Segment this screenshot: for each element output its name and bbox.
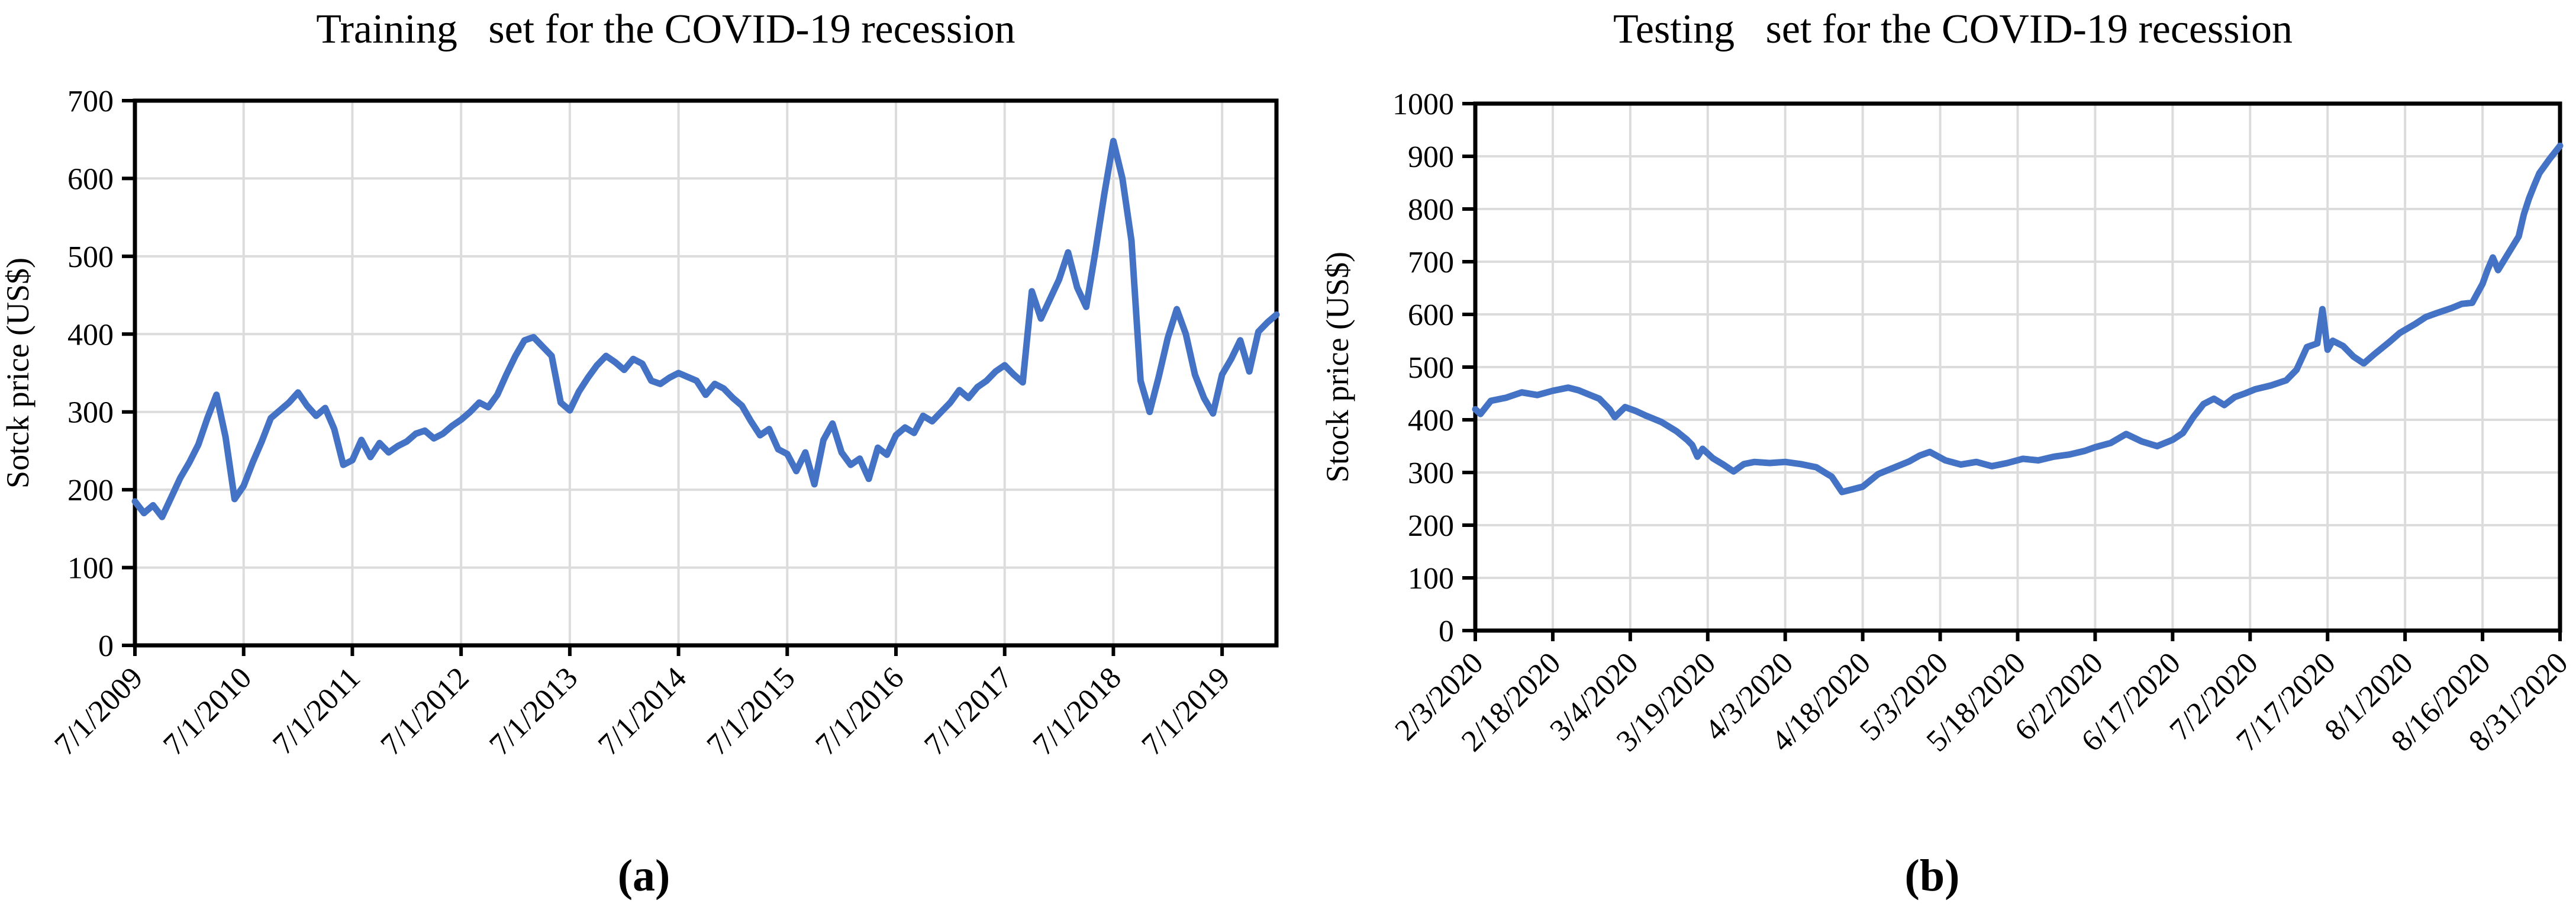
x-tick-label: 7/1/2011 xyxy=(266,661,367,761)
x-tick-label: 7/1/2017 xyxy=(918,661,1019,762)
data-line-stock-price xyxy=(1472,142,2564,496)
x-tick-label: 7/1/2019 xyxy=(1136,661,1237,762)
y-tick-label: 400 xyxy=(1408,404,1454,438)
y-axis-label: Stock price (US$) xyxy=(1320,252,1355,483)
x-tick-label: 7/1/2018 xyxy=(1027,661,1128,762)
plot-border xyxy=(133,98,1279,648)
chart-title: Testing set for the COVID-19 recession xyxy=(1613,7,2293,52)
y-tick-label: 100 xyxy=(1408,562,1454,596)
y-tick-label: 800 xyxy=(1408,193,1454,227)
x-tick-label: 7/1/2015 xyxy=(701,661,802,762)
y-tick-label: 400 xyxy=(67,318,114,352)
x-tick-label: 7/1/2010 xyxy=(157,661,258,762)
y-tick-label: 200 xyxy=(1408,509,1454,543)
y-tick-label: 500 xyxy=(1408,351,1454,385)
y-tick-label: 600 xyxy=(67,162,114,196)
x-tick-label: 7/1/2009 xyxy=(48,661,149,762)
chart-title: Training set for the COVID-19 recession xyxy=(316,7,1015,52)
y-tick-label: 900 xyxy=(1408,140,1454,174)
y-tick-label: 700 xyxy=(1408,246,1454,279)
caption-a: (a) xyxy=(617,851,670,901)
y-tick-label: 0 xyxy=(1439,615,1454,648)
y-tick-label: 0 xyxy=(98,629,114,663)
y-axis-label: Sotck price (US$) xyxy=(0,258,36,488)
y-tick-label: 200 xyxy=(67,474,114,507)
y-tick-label: 300 xyxy=(67,396,114,430)
y-tick-label: 500 xyxy=(67,240,114,274)
y-tick-label: 100 xyxy=(67,552,114,586)
y-tick-label: 1000 xyxy=(1392,88,1454,121)
x-tick-label: 7/1/2013 xyxy=(483,661,584,762)
y-tick-label: 600 xyxy=(1408,298,1454,332)
testing-set-chart: 010020030040050060070080090010002/3/2020… xyxy=(1320,7,2574,758)
y-tick-label: 700 xyxy=(67,85,114,118)
x-tick-label: 7/1/2012 xyxy=(375,661,476,762)
x-tick-label: 7/1/2014 xyxy=(592,661,693,762)
data-line-stock-price xyxy=(131,137,1280,520)
y-tick-label: 300 xyxy=(1408,456,1454,490)
caption-b: (b) xyxy=(1904,851,1960,901)
x-tick-label: 7/1/2016 xyxy=(809,661,910,762)
